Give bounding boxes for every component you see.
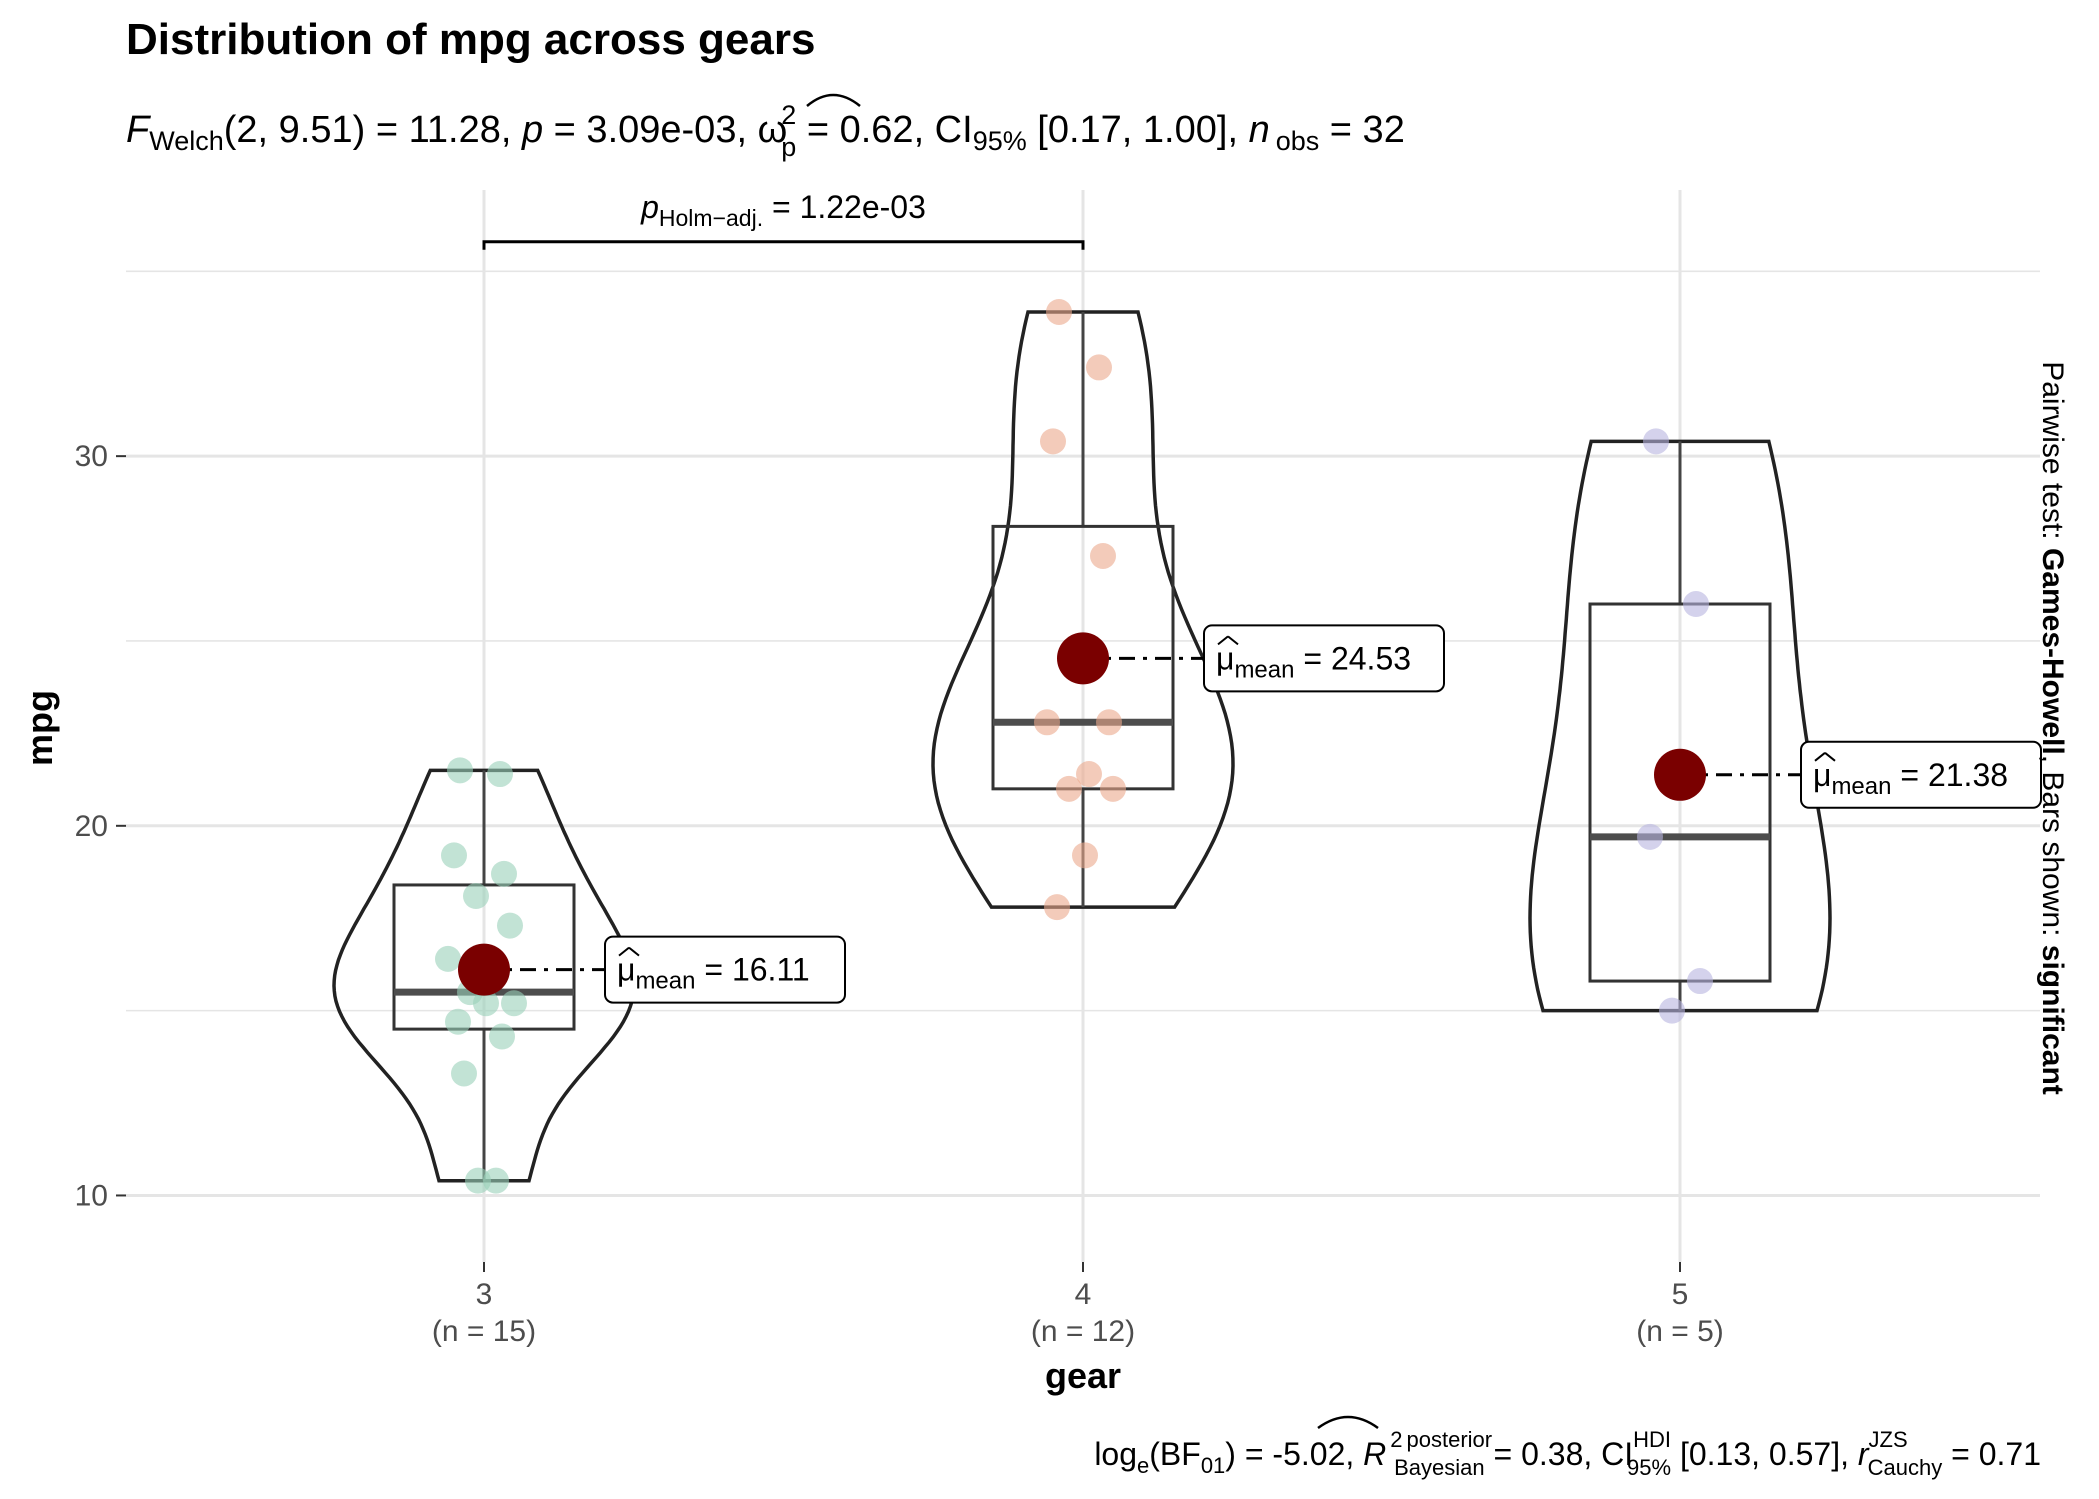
box-gear-3	[392, 883, 576, 1031]
data-point	[447, 757, 473, 784]
data-point	[1072, 842, 1098, 869]
data-point	[497, 912, 523, 939]
hat-right	[1824, 752, 1836, 762]
data-point	[451, 1060, 477, 1087]
y-tick-label: 10	[75, 1179, 108, 1212]
data-point	[501, 990, 527, 1017]
x-tick-label: 5	[1672, 1278, 1689, 1311]
data-point	[1056, 775, 1082, 802]
chart-title: Distribution of mpg across gears	[126, 15, 815, 64]
data-point	[435, 945, 461, 972]
hat-left	[1814, 752, 1826, 762]
x-tick-label: 4	[1075, 1278, 1092, 1311]
r2-hat-mark	[1317, 1415, 1379, 1430]
violin-gear-3	[332, 768, 636, 1183]
mean-label: μmean = 24.53	[1216, 640, 1411, 683]
data-point	[1096, 709, 1122, 736]
y-tick-label: 30	[75, 440, 108, 473]
x-axis-title: gear	[1045, 1355, 1121, 1396]
mean-point	[458, 943, 510, 996]
data-point	[463, 883, 489, 910]
mean-label-box	[1800, 740, 2042, 809]
data-point	[1046, 298, 1072, 325]
mean-label: μmean = 21.38	[1813, 757, 2008, 800]
data-point	[441, 842, 467, 869]
y-axis: 10 20 30	[75, 440, 126, 1212]
side-note: Pairwise test: Games-Howell, Bars shown:…	[2036, 361, 2069, 1095]
hat-left	[1217, 635, 1229, 646]
box-gear-5	[1588, 602, 1772, 983]
data-point	[1076, 761, 1102, 788]
data-point	[1034, 709, 1060, 736]
mean-point	[1057, 632, 1109, 685]
data-point	[1100, 775, 1126, 802]
chart-caption: loge(BF01) = -5.02, R 2 posterior Bayesian …	[1094, 1427, 2041, 1480]
data-point	[1659, 997, 1685, 1024]
omega-hat: ω	[758, 109, 788, 151]
data-point	[1086, 354, 1112, 381]
mean-label-box	[1203, 624, 1445, 693]
mean-label-box	[604, 935, 846, 1004]
hat-right	[1227, 635, 1239, 646]
y-tick-label: 20	[75, 810, 108, 843]
omega-hat-mark	[806, 93, 861, 107]
data-point	[491, 860, 517, 887]
pairwise-bracket-line	[482, 240, 1085, 250]
data-point	[487, 761, 513, 788]
hat-left	[618, 946, 630, 957]
data-point	[1687, 968, 1713, 995]
boxplots	[392, 311, 1772, 1181]
data-points	[435, 298, 1713, 1194]
chart-subtitle: FWelch(2, 9.51) = 11.28, p = 3.09e-03, ω…	[126, 100, 1405, 162]
data-point	[489, 1023, 515, 1050]
data-point	[1637, 823, 1663, 850]
box-gear-4	[991, 524, 1175, 791]
y-axis-title: mpg	[19, 690, 60, 766]
mean-point	[1654, 748, 1706, 801]
x-count-label: (n = 5)	[1636, 1315, 1724, 1348]
data-point	[1044, 894, 1070, 921]
violins	[332, 310, 1832, 1183]
violin-gear-5	[1528, 439, 1832, 1013]
pairwise-label: pHolm−adj. = 1.22e-03	[640, 189, 926, 231]
x-count-label: (n = 15)	[432, 1315, 536, 1348]
data-point	[1643, 428, 1669, 455]
violin-gear-4	[931, 310, 1235, 909]
data-point	[1040, 428, 1066, 455]
data-point	[473, 990, 499, 1017]
data-point	[1683, 591, 1709, 618]
x-count-label: (n = 12)	[1031, 1315, 1135, 1348]
pairwise-bracket: pHolm−adj. = 1.22e-03	[482, 189, 1085, 250]
x-axis: 3 (n = 15) 4 (n = 12) 5 (n = 5)	[432, 1262, 1724, 1348]
mean-markers: μmean = 16.11 μmean = 24.53 μmean = 21.38	[458, 624, 2042, 1004]
data-point	[445, 1008, 471, 1035]
data-point	[483, 1167, 509, 1194]
x-tick-label: 3	[476, 1278, 493, 1311]
mean-label: μmean = 16.11	[617, 952, 810, 995]
hat-right	[628, 946, 640, 957]
data-point	[465, 1167, 491, 1194]
data-point	[1090, 542, 1116, 569]
